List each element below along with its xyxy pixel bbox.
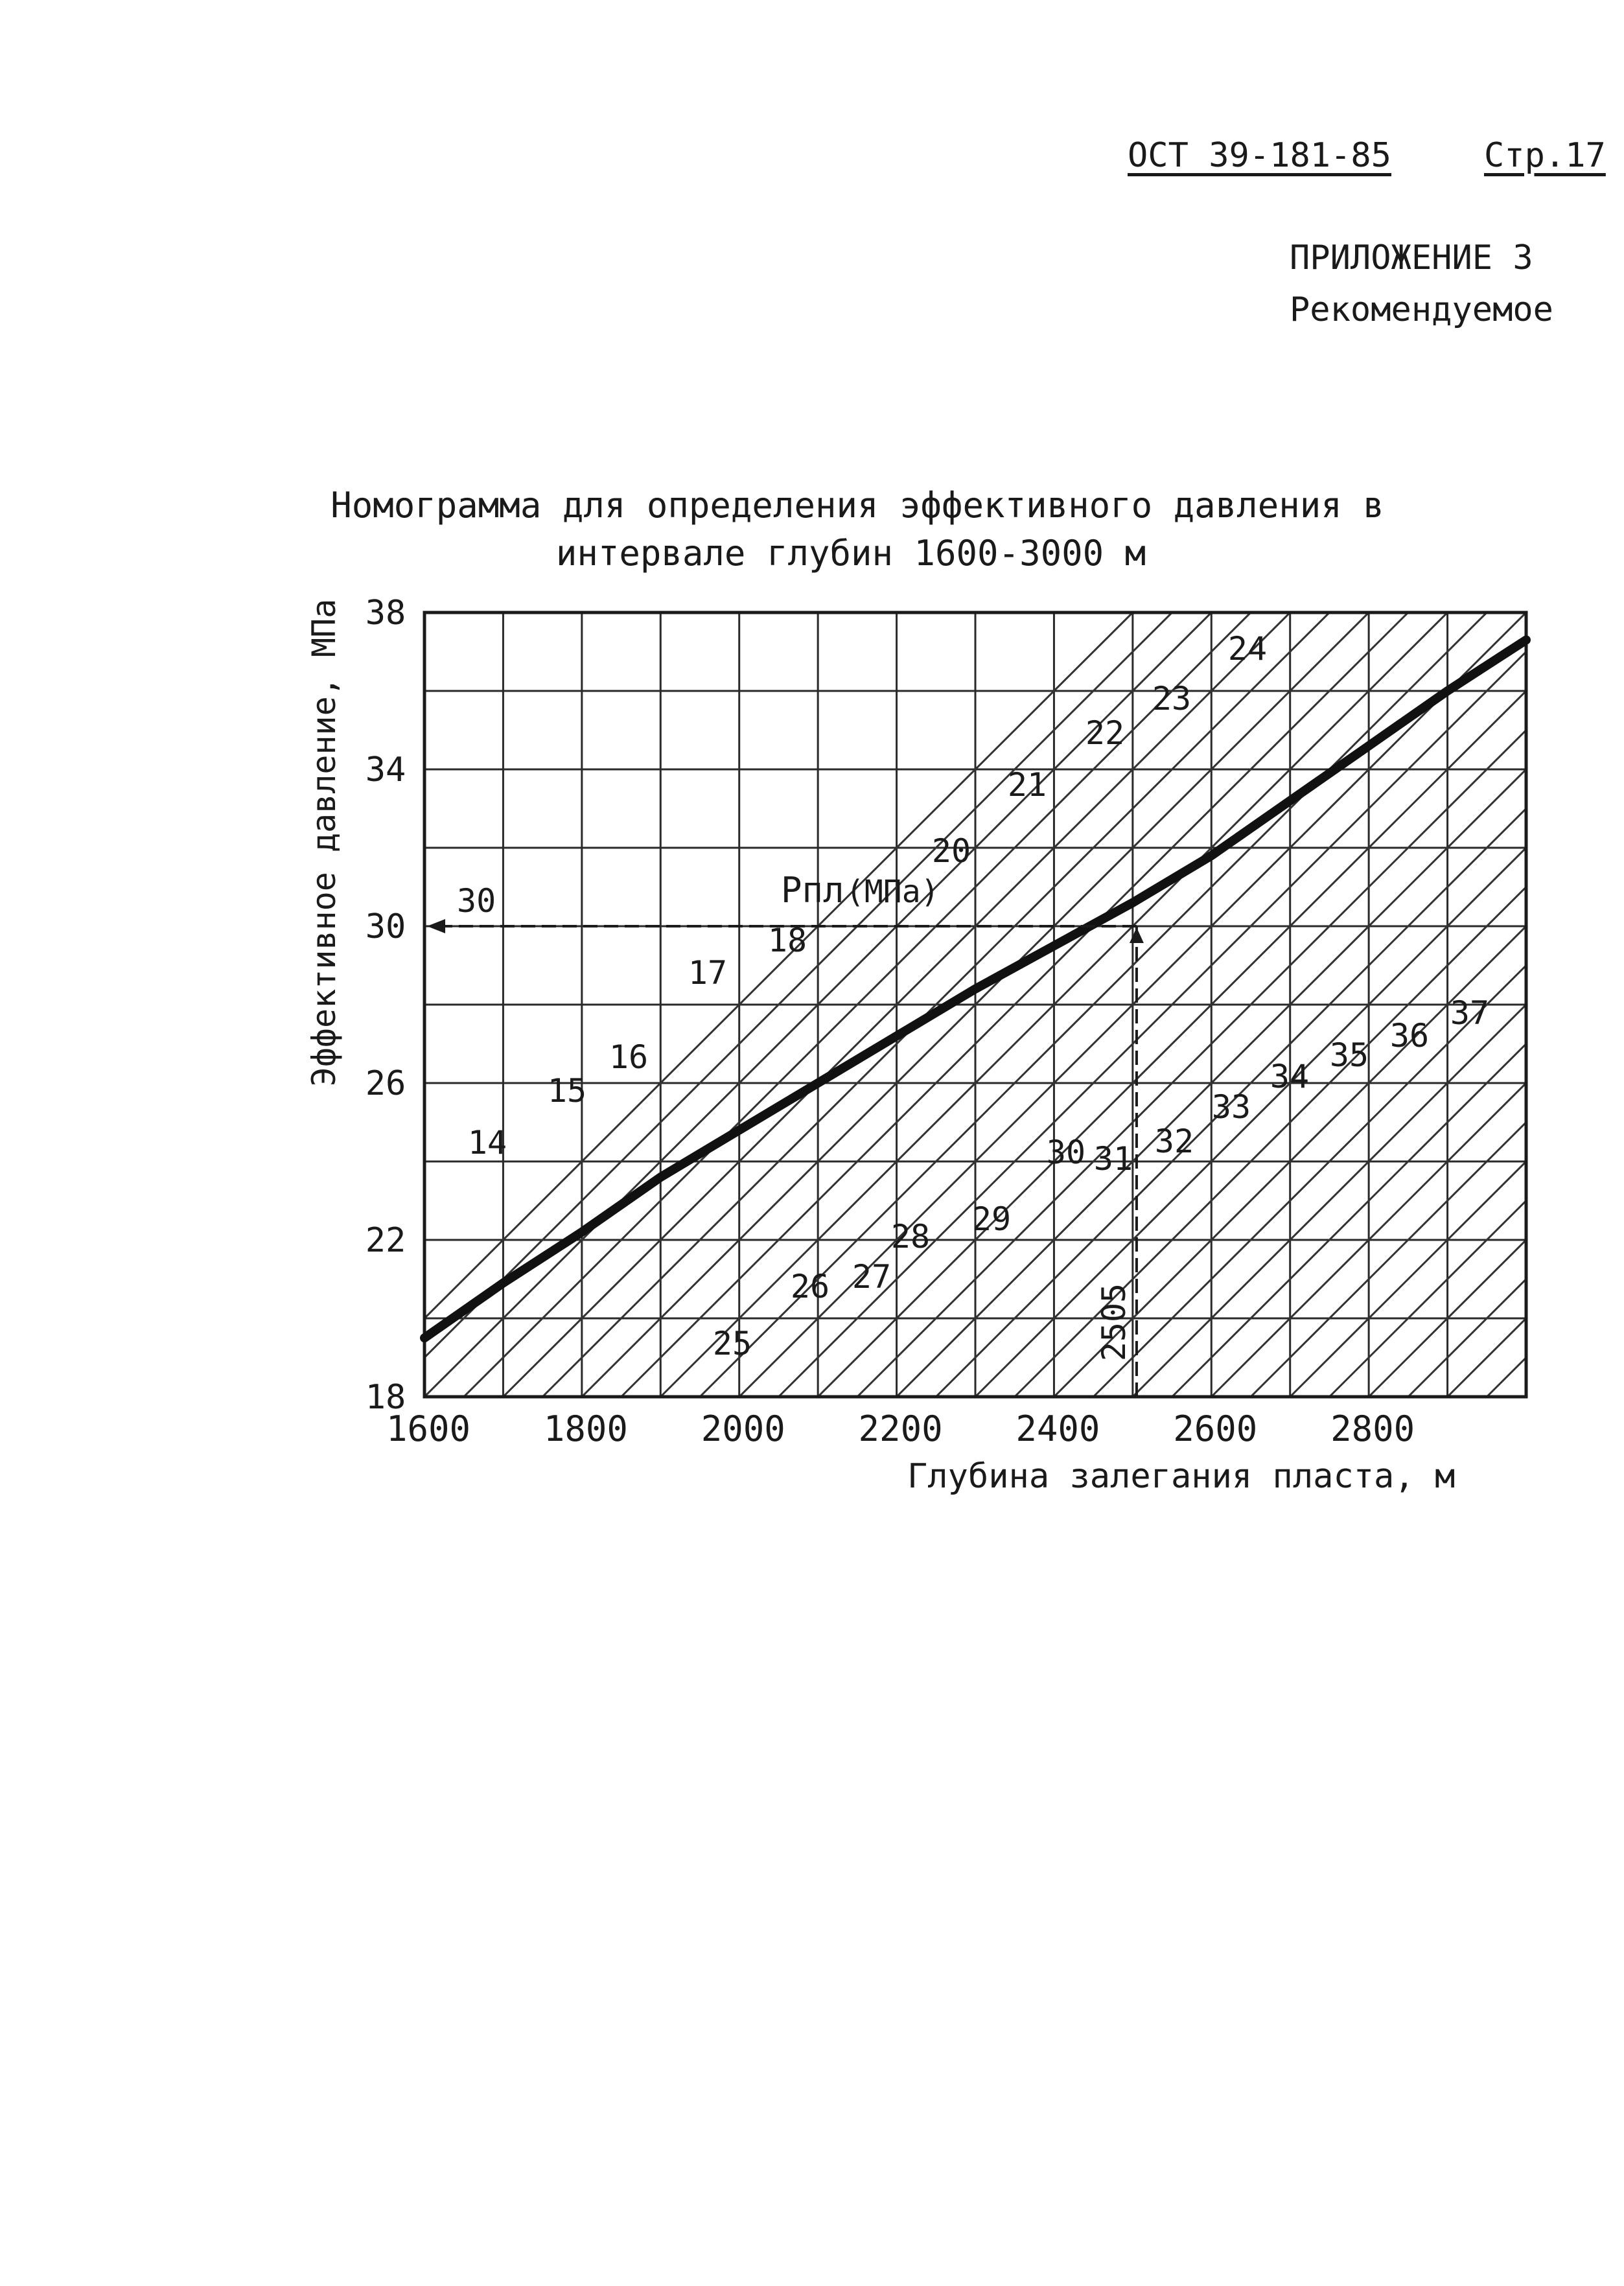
x-tick-label: 2400 [1015,1408,1100,1449]
page-number: Стр.17 [1484,136,1606,175]
isoline [542,612,1330,1397]
y-tick-label: 18 [365,1378,406,1417]
isoline [424,612,1133,1320]
isoline-label: 24 [1228,630,1267,668]
plot-border [423,611,1528,1399]
isoline [660,612,1448,1397]
isoline [502,612,1291,1397]
plot-frame [423,611,1528,1399]
isoline [1171,1042,1526,1397]
y-tick-label: 30 [365,907,406,946]
isoline-label: 29 [972,1200,1011,1238]
isoline-label: 32 [1155,1123,1194,1160]
chart-title-line-2: интервале глубин 1600-3000 м [555,533,1146,574]
recommended-label: Рекомендуемое [1290,290,1553,329]
example-arrow-up [1129,927,1144,943]
isoline [1211,1081,1526,1397]
series-line-pressure [420,635,1531,1343]
x-tick-label: 2600 [1173,1408,1257,1449]
isoline [1053,924,1526,1397]
x-axis-label: Глубина залегания пласта, м [907,1457,1456,1496]
isoline [856,729,1526,1397]
isoline [1289,1160,1526,1397]
example-result-label: 30 [457,882,496,920]
isoline [620,612,1409,1397]
isoline [424,612,1212,1397]
isoline-label: 15 [548,1072,586,1110]
isoline-label: 21 [1008,766,1047,804]
series-label: Pпл [781,870,844,911]
labels: 1600 1800 2000 2200 2400 2600 2800 18 22 26 30 34 38… [365,594,1489,1449]
isoline [1249,1121,1526,1397]
isoline-label: 34 [1270,1058,1309,1095]
y-axis-label: Эффективное давление, МПа [305,598,343,1087]
y-tick-label: 22 [365,1221,406,1260]
isoline-label: 28 [891,1218,930,1255]
isoline-label: 27 [852,1258,891,1296]
isoline-label: 36 [1390,1017,1429,1055]
isoline-label: 30 [1047,1134,1085,1171]
isoline [1014,885,1526,1397]
chart-title-line-1: Номограмма для определения эффективного … [331,485,1384,526]
isoline [463,612,1252,1397]
y-tick-label: 38 [365,594,406,633]
isoline-label: 26 [791,1268,829,1305]
isoline [1328,1199,1526,1397]
isoline [1368,1238,1526,1397]
x-tick-label: 2800 [1330,1408,1415,1449]
isoline-label: 23 [1152,680,1191,717]
isoline-label: 14 [468,1124,507,1161]
isoline [738,612,1526,1397]
isoline-label: 35 [1330,1036,1369,1074]
isoline [1525,1395,1526,1397]
isoline [974,846,1526,1397]
y-tick-label: 26 [365,1064,406,1103]
isoline-label: 37 [1450,994,1489,1032]
example-construction: 30 2505 [427,882,1144,1397]
x-tick-label: 1600 [386,1408,470,1449]
isoline [778,650,1526,1397]
isoline [1093,964,1526,1397]
isoline-label: 18 [768,922,807,959]
y-tick-label: 34 [365,751,406,789]
isoline [699,612,1488,1397]
example-depth-label: 2505 [1095,1283,1133,1361]
isoline-label: 22 [1085,714,1124,752]
example-arrow-left [427,919,445,933]
document-code: ОСТ 39-181-85 [1128,136,1391,175]
isoline [896,767,1526,1397]
appendix-label: ПРИЛОЖЕНИЕ 3 [1290,239,1533,277]
isoline-label: 33 [1212,1088,1251,1126]
x-tick-label: 2200 [859,1408,943,1449]
series [420,635,1531,1343]
isolines [424,612,1624,1397]
series-label-unit: (МПа) [846,874,940,910]
isoline [935,807,1526,1397]
isoline [817,689,1526,1397]
isoline-label: 17 [688,954,727,992]
isoline-label: 20 [932,832,971,870]
isoline-label: 16 [609,1038,648,1076]
isoline-label: 31 [1094,1140,1133,1178]
isoline [1131,1003,1526,1397]
isoline [424,612,1173,1359]
x-tick-label: 1800 [544,1408,628,1449]
isoline-label: 25 [713,1325,752,1362]
isoline [1566,612,1624,1397]
isoline [1605,612,1624,1397]
isoline [581,612,1370,1397]
x-tick-label: 2000 [701,1408,785,1449]
